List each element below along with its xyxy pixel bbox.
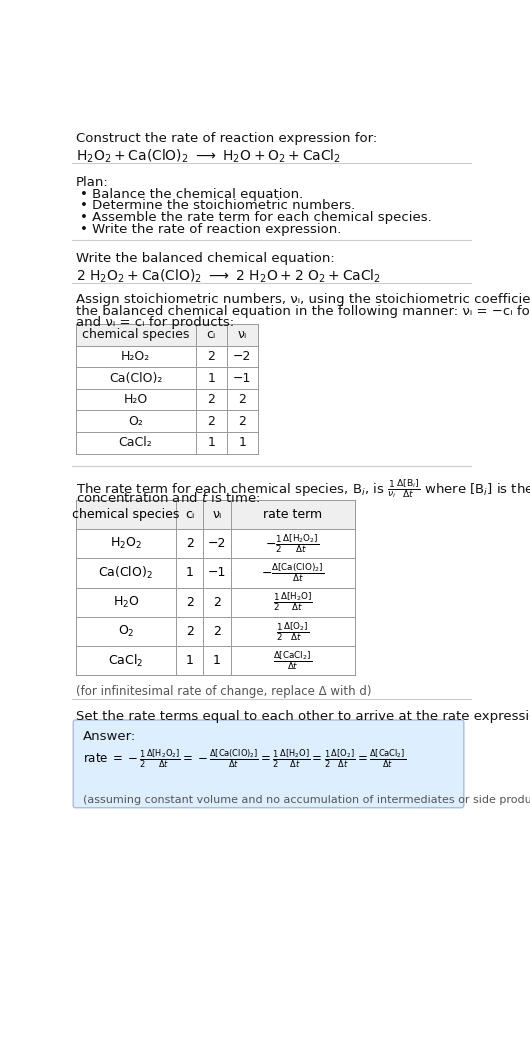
Text: 2: 2 xyxy=(186,624,194,638)
Text: 1: 1 xyxy=(186,566,194,579)
Text: 2: 2 xyxy=(213,595,221,609)
Text: νᵢ: νᵢ xyxy=(237,328,247,341)
Text: O₂: O₂ xyxy=(128,414,143,428)
Text: νᵢ: νᵢ xyxy=(213,508,222,521)
Text: cᵢ: cᵢ xyxy=(186,508,195,521)
Text: H₂O: H₂O xyxy=(123,393,148,406)
Text: −2: −2 xyxy=(233,350,251,363)
Text: the balanced chemical equation in the following manner: νᵢ = −cᵢ for reactants: the balanced chemical equation in the fo… xyxy=(76,305,530,318)
Text: $-\frac{1}{2}\frac{\Delta[\mathrm{H_2O_2}]}{\Delta t}$: $-\frac{1}{2}\frac{\Delta[\mathrm{H_2O_2… xyxy=(266,532,320,555)
Text: $\frac{\Delta[\mathrm{CaCl_2}]}{\Delta t}$: $\frac{\Delta[\mathrm{CaCl_2}]}{\Delta t… xyxy=(273,650,312,672)
Text: 1: 1 xyxy=(207,371,215,385)
Text: (assuming constant volume and no accumulation of intermediates or side products): (assuming constant volume and no accumul… xyxy=(83,795,530,804)
Text: $\mathrm{H_2O_2 + Ca(ClO)_2 \ \longrightarrow \ H_2O + O_2 + CaCl_2}$: $\mathrm{H_2O_2 + Ca(ClO)_2 \ \longright… xyxy=(76,147,341,165)
Text: • Assemble the rate term for each chemical species.: • Assemble the rate term for each chemic… xyxy=(80,211,432,224)
Text: rate $= -\frac{1}{2}\frac{\Delta[\mathrm{H_2O_2}]}{\Delta t} = -\frac{\Delta[\ma: rate $= -\frac{1}{2}\frac{\Delta[\mathrm… xyxy=(83,748,407,771)
Text: • Determine the stoichiometric numbers.: • Determine the stoichiometric numbers. xyxy=(80,200,356,212)
Text: 1: 1 xyxy=(207,436,215,450)
Text: $\frac{1}{2}\frac{\Delta[\mathrm{H_2O}]}{\Delta t}$: $\frac{1}{2}\frac{\Delta[\mathrm{H_2O}]}… xyxy=(273,591,312,614)
Text: • Write the rate of reaction expression.: • Write the rate of reaction expression. xyxy=(80,223,341,235)
Text: $\mathrm{CaCl_2}$: $\mathrm{CaCl_2}$ xyxy=(108,653,144,668)
Text: and νᵢ = cᵢ for products:: and νᵢ = cᵢ for products: xyxy=(76,317,234,329)
Text: Write the balanced chemical equation:: Write the balanced chemical equation: xyxy=(76,252,334,265)
Text: Answer:: Answer: xyxy=(83,730,137,743)
Text: 2: 2 xyxy=(207,393,215,406)
Text: The rate term for each chemical species, $\mathrm{B}_i$, is $\frac{1}{\nu_i}\fra: The rate term for each chemical species,… xyxy=(76,477,530,500)
Text: $\frac{1}{2}\frac{\Delta[\mathrm{O_2}]}{\Delta t}$: $\frac{1}{2}\frac{\Delta[\mathrm{O_2}]}{… xyxy=(276,620,309,642)
Text: $\mathrm{2\ H_2O_2 + Ca(ClO)_2 \ \longrightarrow \ 2\ H_2O + 2\ O_2 + CaCl_2}$: $\mathrm{2\ H_2O_2 + Ca(ClO)_2 \ \longri… xyxy=(76,267,381,285)
Text: Assign stoichiometric numbers, νᵢ, using the stoichiometric coefficients, cᵢ, fr: Assign stoichiometric numbers, νᵢ, using… xyxy=(76,293,530,306)
Text: concentration and $t$ is time:: concentration and $t$ is time: xyxy=(76,491,260,504)
Text: 2: 2 xyxy=(207,414,215,428)
Text: Plan:: Plan: xyxy=(76,176,108,188)
Text: • Balance the chemical equation.: • Balance the chemical equation. xyxy=(80,188,304,201)
Text: Set the rate terms equal to each other to arrive at the rate expression:: Set the rate terms equal to each other t… xyxy=(76,710,530,723)
Bar xyxy=(76,324,258,454)
Text: chemical species: chemical species xyxy=(82,328,189,341)
Text: $\mathrm{H_2O_2}$: $\mathrm{H_2O_2}$ xyxy=(110,537,142,551)
Text: 2: 2 xyxy=(238,414,246,428)
Text: −1: −1 xyxy=(233,371,251,385)
Text: 1: 1 xyxy=(213,654,221,667)
Text: cᵢ: cᵢ xyxy=(207,328,216,341)
Text: rate term: rate term xyxy=(263,508,322,521)
Text: 2: 2 xyxy=(186,538,194,550)
Text: 1: 1 xyxy=(238,436,246,450)
Text: (for infinitesimal rate of change, replace Δ with d): (for infinitesimal rate of change, repla… xyxy=(76,685,371,699)
Text: 2: 2 xyxy=(186,595,194,609)
Text: CaCl₂: CaCl₂ xyxy=(119,436,153,450)
Text: $\mathrm{H_2O}$: $\mathrm{H_2O}$ xyxy=(113,594,139,610)
Text: Ca(ClO)₂: Ca(ClO)₂ xyxy=(109,371,162,385)
Text: Construct the rate of reaction expression for:: Construct the rate of reaction expressio… xyxy=(76,133,377,145)
Text: chemical species: chemical species xyxy=(72,508,180,521)
Text: −2: −2 xyxy=(208,538,226,550)
FancyBboxPatch shape xyxy=(73,720,464,808)
Text: $-\frac{\Delta[\mathrm{Ca(ClO)_2}]}{\Delta t}$: $-\frac{\Delta[\mathrm{Ca(ClO)_2}]}{\Del… xyxy=(261,562,324,585)
Text: $\mathrm{O_2}$: $\mathrm{O_2}$ xyxy=(118,623,134,639)
Text: $\mathrm{Ca(ClO)_2}$: $\mathrm{Ca(ClO)_2}$ xyxy=(99,565,153,581)
Text: 2: 2 xyxy=(238,393,246,406)
Text: 2: 2 xyxy=(207,350,215,363)
Text: 2: 2 xyxy=(213,624,221,638)
Bar xyxy=(76,500,355,676)
Text: −1: −1 xyxy=(208,566,226,579)
Text: 1: 1 xyxy=(186,654,194,667)
Bar xyxy=(76,500,355,529)
Bar xyxy=(76,324,258,346)
Text: H₂O₂: H₂O₂ xyxy=(121,350,150,363)
